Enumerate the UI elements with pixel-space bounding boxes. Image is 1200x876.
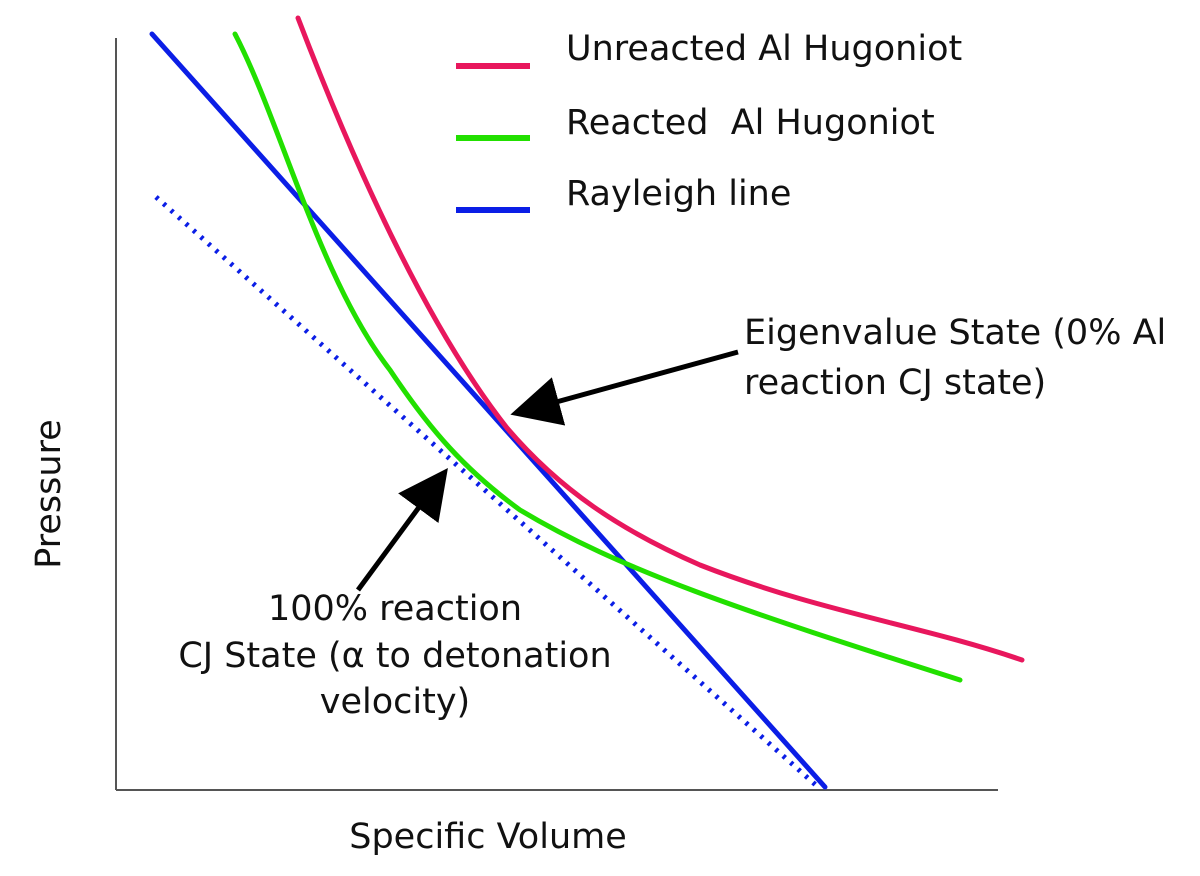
cj-state-line-3: velocity) <box>320 682 470 722</box>
x-axis-label: Specific Volume <box>349 817 627 857</box>
y-axis-label: Pressure <box>29 419 69 568</box>
unreacted-hugoniot-curve <box>295 15 1025 663</box>
dotted-rayleigh-line <box>154 195 820 789</box>
cj-state-line-2: CJ State (α to detonation <box>178 636 611 676</box>
legend: Unreacted Al Hugoniot Reacted Al Hugonio… <box>456 29 962 214</box>
eigenvalue-annotation: Eigenvalue State (0% Al reaction CJ stat… <box>744 313 1166 403</box>
cj-state-line-1: 100% reaction <box>268 589 522 629</box>
legend-label-unreacted: Unreacted Al Hugoniot <box>566 29 962 69</box>
legend-label-rayleigh: Rayleigh line <box>566 174 791 214</box>
eigenvalue-arrow <box>510 349 739 426</box>
eigenvalue-line-2: reaction CJ state) <box>744 363 1046 403</box>
cj-state-arrow <box>355 467 448 592</box>
cj-state-annotation: 100% reaction CJ State (α to detonation … <box>178 589 611 722</box>
reacted-hugoniot-curve <box>232 31 963 683</box>
eigenvalue-line-1: Eigenvalue State (0% Al <box>744 313 1166 353</box>
legend-label-reacted: Reacted Al Hugoniot <box>566 103 935 143</box>
rayleigh-line <box>149 31 828 790</box>
